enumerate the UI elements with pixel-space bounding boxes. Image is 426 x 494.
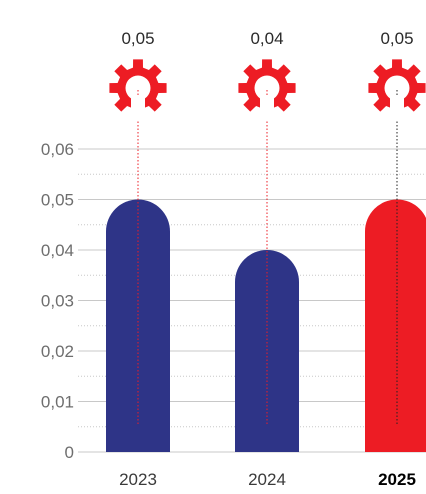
y-axis-ticks: 0 0,01 0,02 0,03 0,04 0,05 0,06 bbox=[41, 140, 74, 462]
y-tick-label: 0,03 bbox=[41, 292, 74, 311]
gear-icon bbox=[368, 59, 426, 121]
y-tick-label: 0,06 bbox=[41, 140, 74, 159]
bar-2024 bbox=[235, 250, 299, 452]
y-tick-label: 0 bbox=[65, 443, 74, 462]
value-label-2025: 0,05 bbox=[380, 29, 413, 48]
category-label-2024: 2024 bbox=[248, 470, 286, 489]
value-label-2024: 0,04 bbox=[250, 29, 283, 48]
gear-icons bbox=[109, 59, 426, 121]
bar-2025 bbox=[365, 199, 426, 452]
category-label-2023: 2023 bbox=[119, 470, 157, 489]
value-label-2023: 0,05 bbox=[121, 29, 154, 48]
y-tick-label: 0,04 bbox=[41, 241, 74, 260]
gear-icon bbox=[109, 59, 167, 121]
y-tick-label: 0,01 bbox=[41, 393, 74, 412]
y-tick-label: 0,02 bbox=[41, 342, 74, 361]
bars bbox=[106, 199, 426, 452]
y-tick-label: 0,05 bbox=[41, 191, 74, 210]
category-label-2025: 2025 bbox=[378, 470, 416, 489]
labels: 0,05 2023 0,04 2024 0,05 2025 bbox=[119, 29, 416, 489]
gear-icon bbox=[238, 59, 296, 121]
